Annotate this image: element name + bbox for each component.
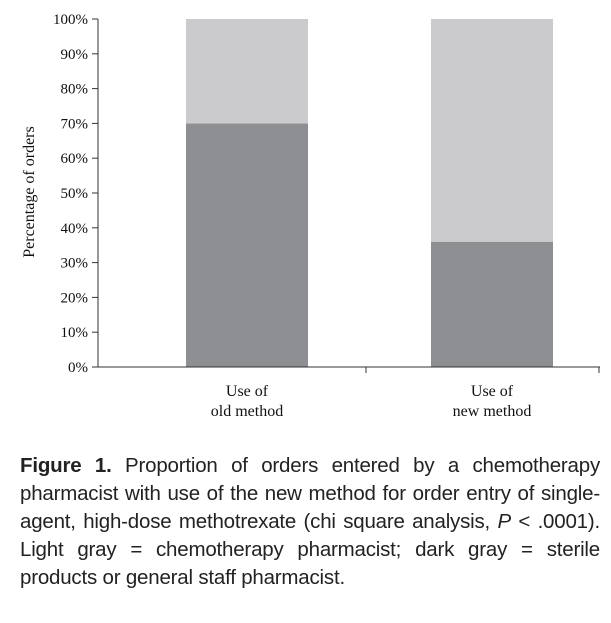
x-axis-ticks — [365, 367, 600, 373]
y-tick-label: 70% — [61, 116, 89, 132]
y-tick-label: 10% — [61, 325, 89, 341]
y-tick-label: 60% — [61, 151, 89, 167]
y-tick-label: 20% — [61, 290, 89, 306]
y-tick-label: 40% — [61, 221, 89, 237]
x-category-label: Use of — [471, 383, 514, 400]
caption-text-part-1: Proportion of orders entered by a chemot… — [20, 454, 600, 533]
bar-segment-dark-1 — [186, 123, 308, 368]
y-tick-label: 30% — [61, 256, 89, 272]
y-tick-label: 0% — [68, 360, 88, 376]
bars — [186, 19, 553, 368]
bar-segment-light-1 — [186, 19, 308, 124]
y-tick-label: 50% — [61, 186, 89, 202]
x-category-label: new method — [453, 403, 532, 420]
caption-text-part-2: < .0001). Light gray = chemotherapy phar… — [20, 510, 600, 589]
bar-segment-dark-2 — [431, 241, 553, 367]
figure-label: Figure 1. — [20, 454, 112, 477]
figure-caption: Figure 1. Proportion of orders entered b… — [20, 452, 600, 592]
y-tick-label: 80% — [61, 82, 89, 98]
y-tick-label: 100% — [53, 12, 88, 28]
y-axis-title: Percentage of orders — [21, 126, 38, 258]
y-tick-label: 90% — [61, 47, 89, 63]
x-category-label: Use of — [226, 383, 269, 400]
stacked-bar-chart: 0% 10% 20% 30% 40% 50% 60% 70% 80% 90% 100% Use of… — [21, 12, 600, 420]
x-category-label: old method — [211, 403, 283, 420]
x-axis-category-labels: Use of old method Use of new method — [211, 383, 532, 420]
y-axis-ticks: 0% 10% 20% 30% 40% 50% 60% 70% 80% 90% 100% — [53, 12, 98, 376]
p-value-symbol: P — [497, 510, 511, 533]
bar-segment-light-2 — [431, 19, 553, 242]
